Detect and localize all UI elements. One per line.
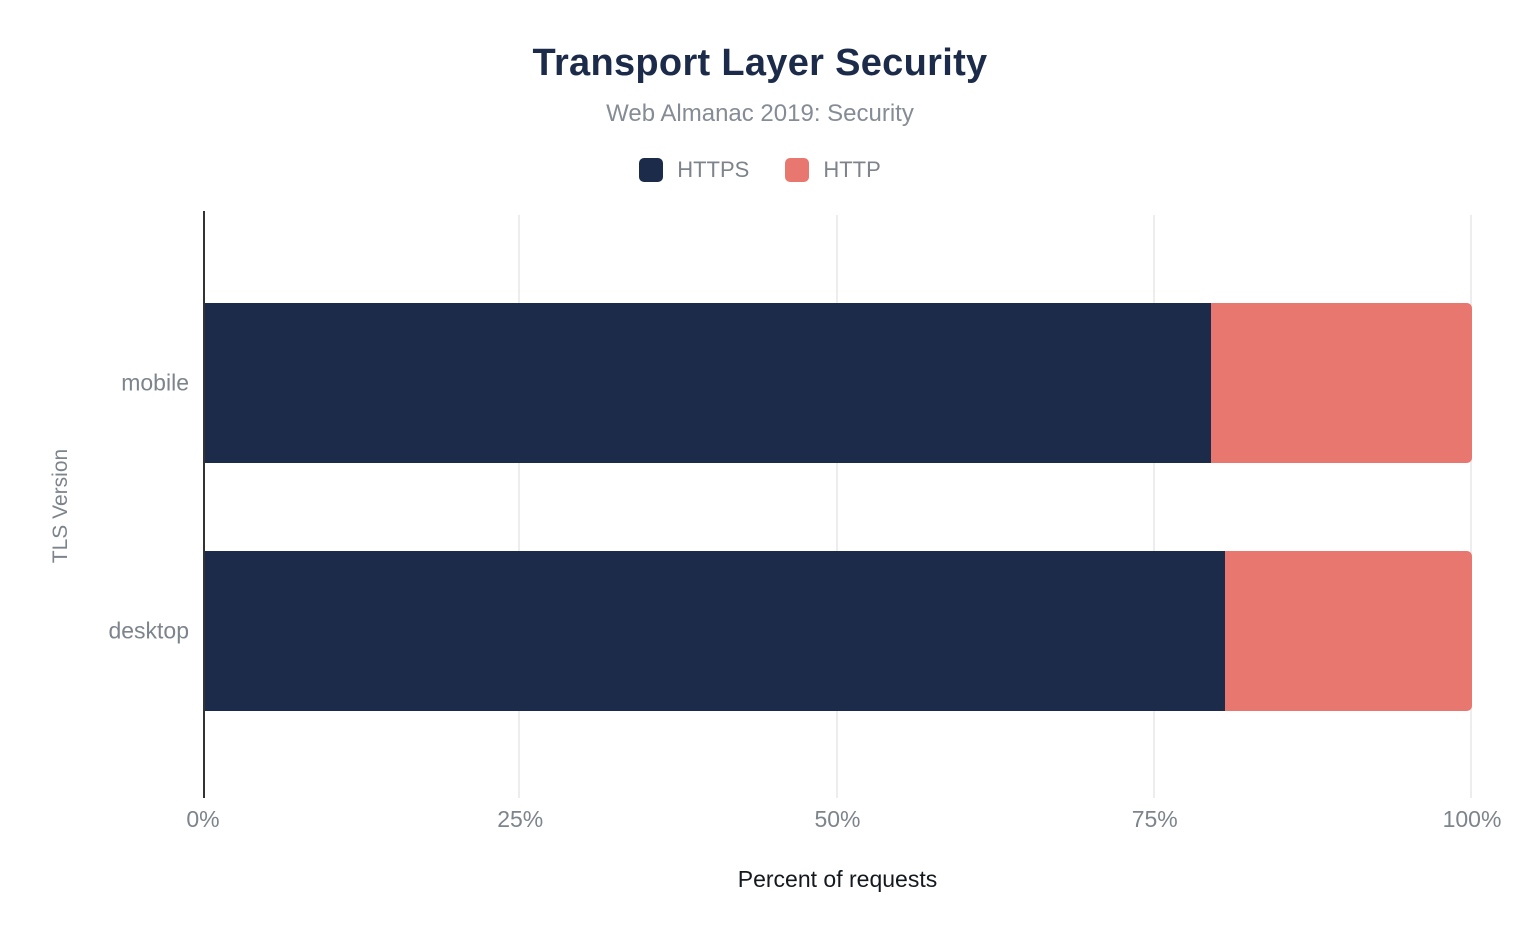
category-label-desktop: desktop [108, 617, 189, 644]
y-axis-line [203, 211, 205, 798]
x-axis-title: Percent of requests [737, 866, 938, 892]
legend-item-http: HTTP [785, 157, 881, 183]
gridline-25pct [518, 215, 521, 798]
gridline-100pct [1470, 215, 1472, 798]
bar-segment-desktop-http [1224, 551, 1472, 711]
x-axis-tick-labels: 0% 25% 50% 75% 100% [186, 806, 1501, 836]
bar-row-desktop [203, 551, 1472, 711]
x-tick-label-25pct: 25% [497, 806, 544, 832]
legend-label-http: HTTP [823, 157, 881, 182]
legend-swatch-http [785, 158, 810, 182]
legend-label-https: HTTPS [677, 157, 750, 182]
bar-segment-mobile-https [203, 303, 1211, 463]
gridline-75pct [1152, 215, 1155, 798]
category-label-mobile: mobile [121, 369, 189, 396]
y-category-labels: mobile desktop [0, 215, 203, 798]
chart-subtitle: Web Almanac 2019: Security [606, 100, 914, 127]
x-tick-label-75pct: 75% [1131, 806, 1178, 832]
legend-item-https: HTTPS [639, 157, 749, 183]
x-tick-label-50pct: 50% [814, 806, 861, 832]
legend-swatch-https [639, 158, 664, 182]
x-tick-label-100pct: 100% [1442, 806, 1502, 832]
chart-title: Transport Layer Security [532, 42, 988, 84]
x-tick-label-0pct: 0% [186, 806, 220, 832]
bar-segment-mobile-http [1210, 303, 1472, 463]
bar-row-mobile [203, 303, 1472, 463]
gridline-50pct [835, 215, 838, 798]
legend: HTTPS HTTP [0, 157, 1520, 183]
bar-segment-desktop-https [203, 551, 1225, 711]
plot-area [203, 211, 1472, 798]
